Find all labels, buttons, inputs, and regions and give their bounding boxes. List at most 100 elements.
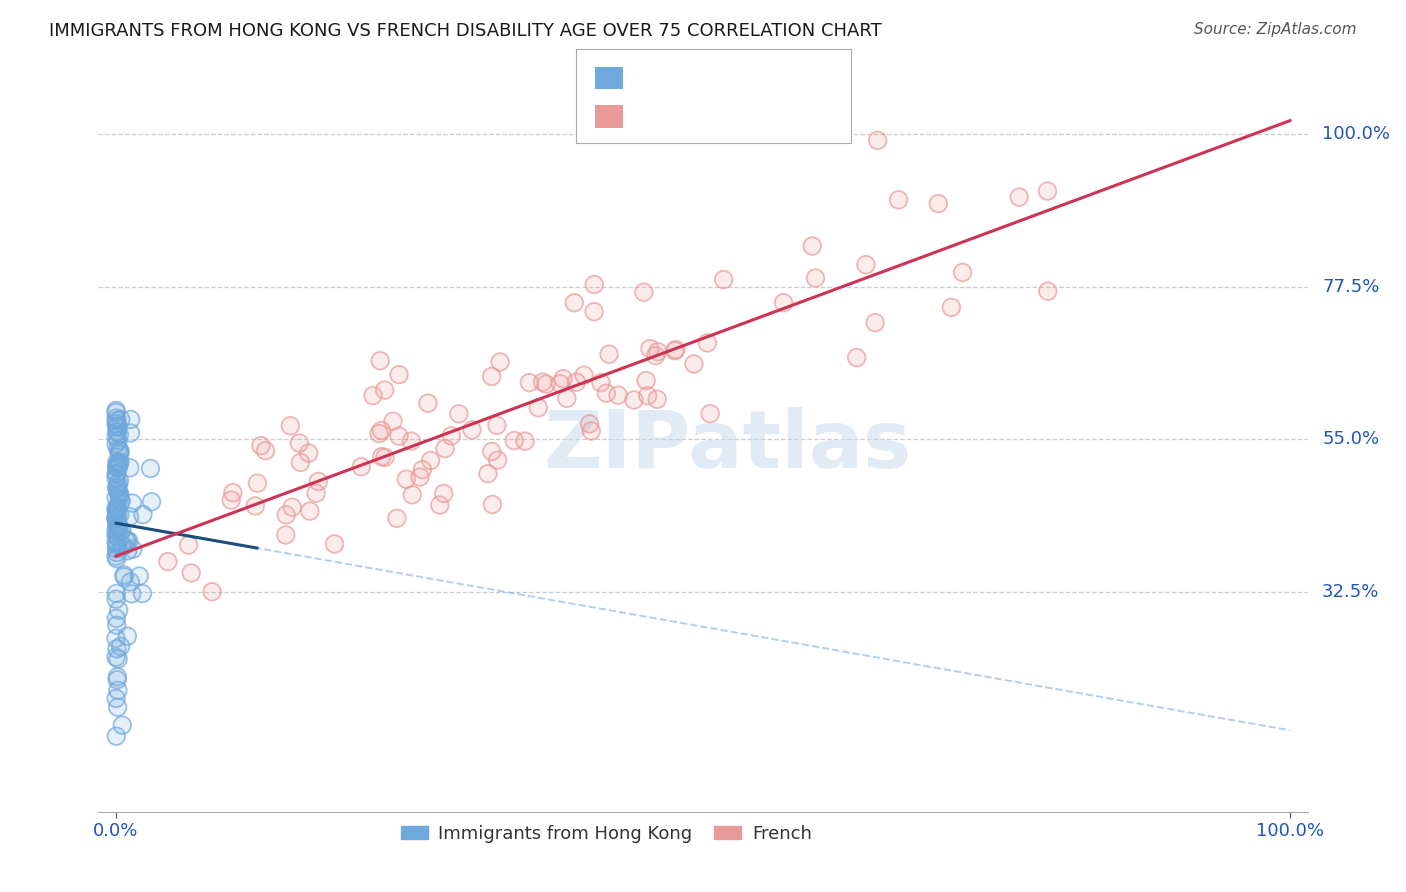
Point [555, 392, 578, 406]
Point [105, 413, 128, 427]
Point [772, 295, 794, 310]
Point [105, 460, 128, 475]
Point [845, 351, 868, 365]
Point [105, 501, 128, 516]
Point [565, 375, 588, 389]
Point [388, 368, 411, 382]
Point [433, 486, 456, 500]
Point [222, 485, 245, 500]
Point [307, 475, 329, 489]
Point [108, 443, 131, 458]
Point [118, 460, 141, 475]
Point [572, 368, 595, 383]
Point [713, 272, 735, 286]
Point [374, 450, 396, 465]
Point [374, 450, 396, 465]
Point [409, 470, 432, 484]
Point [683, 357, 706, 371]
Point [105, 507, 128, 521]
Point [447, 407, 470, 421]
Point [107, 456, 129, 470]
Point [636, 374, 658, 388]
Text: 32.5%: 32.5% [1322, 582, 1379, 600]
Point [105, 673, 128, 687]
Point [108, 456, 131, 470]
Point [550, 376, 572, 391]
Point [105, 482, 128, 496]
Point [107, 603, 129, 617]
Point [105, 650, 128, 665]
Point [105, 650, 128, 665]
Point [112, 568, 135, 582]
Point [108, 456, 131, 470]
Point [361, 389, 384, 403]
Point [105, 611, 128, 625]
Point [111, 523, 134, 537]
Point [245, 499, 267, 513]
Point [105, 459, 128, 474]
Point [481, 369, 503, 384]
Point [636, 374, 658, 388]
Point [572, 368, 595, 383]
Point [110, 412, 132, 426]
Point [110, 412, 132, 426]
Point [477, 467, 499, 481]
Point [555, 392, 578, 406]
Point [1036, 184, 1059, 198]
Point [108, 508, 131, 522]
Point [551, 372, 574, 386]
Point [105, 510, 128, 524]
Point [305, 486, 328, 500]
Point [804, 271, 827, 285]
Point [845, 351, 868, 365]
Point [131, 586, 153, 600]
Point [583, 304, 606, 318]
Point [105, 471, 128, 485]
Point [105, 586, 128, 600]
Point [108, 447, 131, 461]
Point [863, 316, 886, 330]
Point [246, 476, 269, 491]
Point [105, 551, 128, 566]
Point [429, 498, 451, 512]
Point [107, 500, 129, 515]
Point [156, 555, 179, 569]
Point [395, 472, 418, 486]
Point [141, 495, 163, 509]
Point [276, 508, 298, 522]
Point [481, 444, 503, 458]
Point [105, 729, 128, 743]
Point [105, 512, 128, 526]
Point [489, 355, 512, 369]
Point [105, 417, 128, 431]
Point [121, 587, 143, 601]
Point [105, 425, 128, 439]
Point [274, 528, 297, 542]
Point [598, 347, 620, 361]
Point [105, 632, 128, 646]
Point [120, 425, 142, 440]
Point [598, 347, 620, 361]
Point [107, 517, 129, 532]
Point [105, 509, 128, 524]
Point [645, 392, 668, 407]
Point [201, 584, 224, 599]
Point [112, 570, 135, 584]
Point [107, 518, 129, 533]
Point [108, 487, 131, 501]
Point [105, 537, 128, 551]
Point [105, 425, 128, 439]
Point [105, 670, 128, 684]
Point [589, 376, 612, 390]
Point [107, 458, 129, 472]
Point [105, 507, 128, 521]
Point [112, 568, 135, 582]
Point [1008, 190, 1031, 204]
Point [105, 529, 128, 543]
Point [108, 444, 131, 458]
Point [440, 429, 463, 443]
Point [105, 529, 128, 543]
Point [699, 407, 721, 421]
Point [107, 652, 129, 666]
Point [664, 343, 686, 358]
